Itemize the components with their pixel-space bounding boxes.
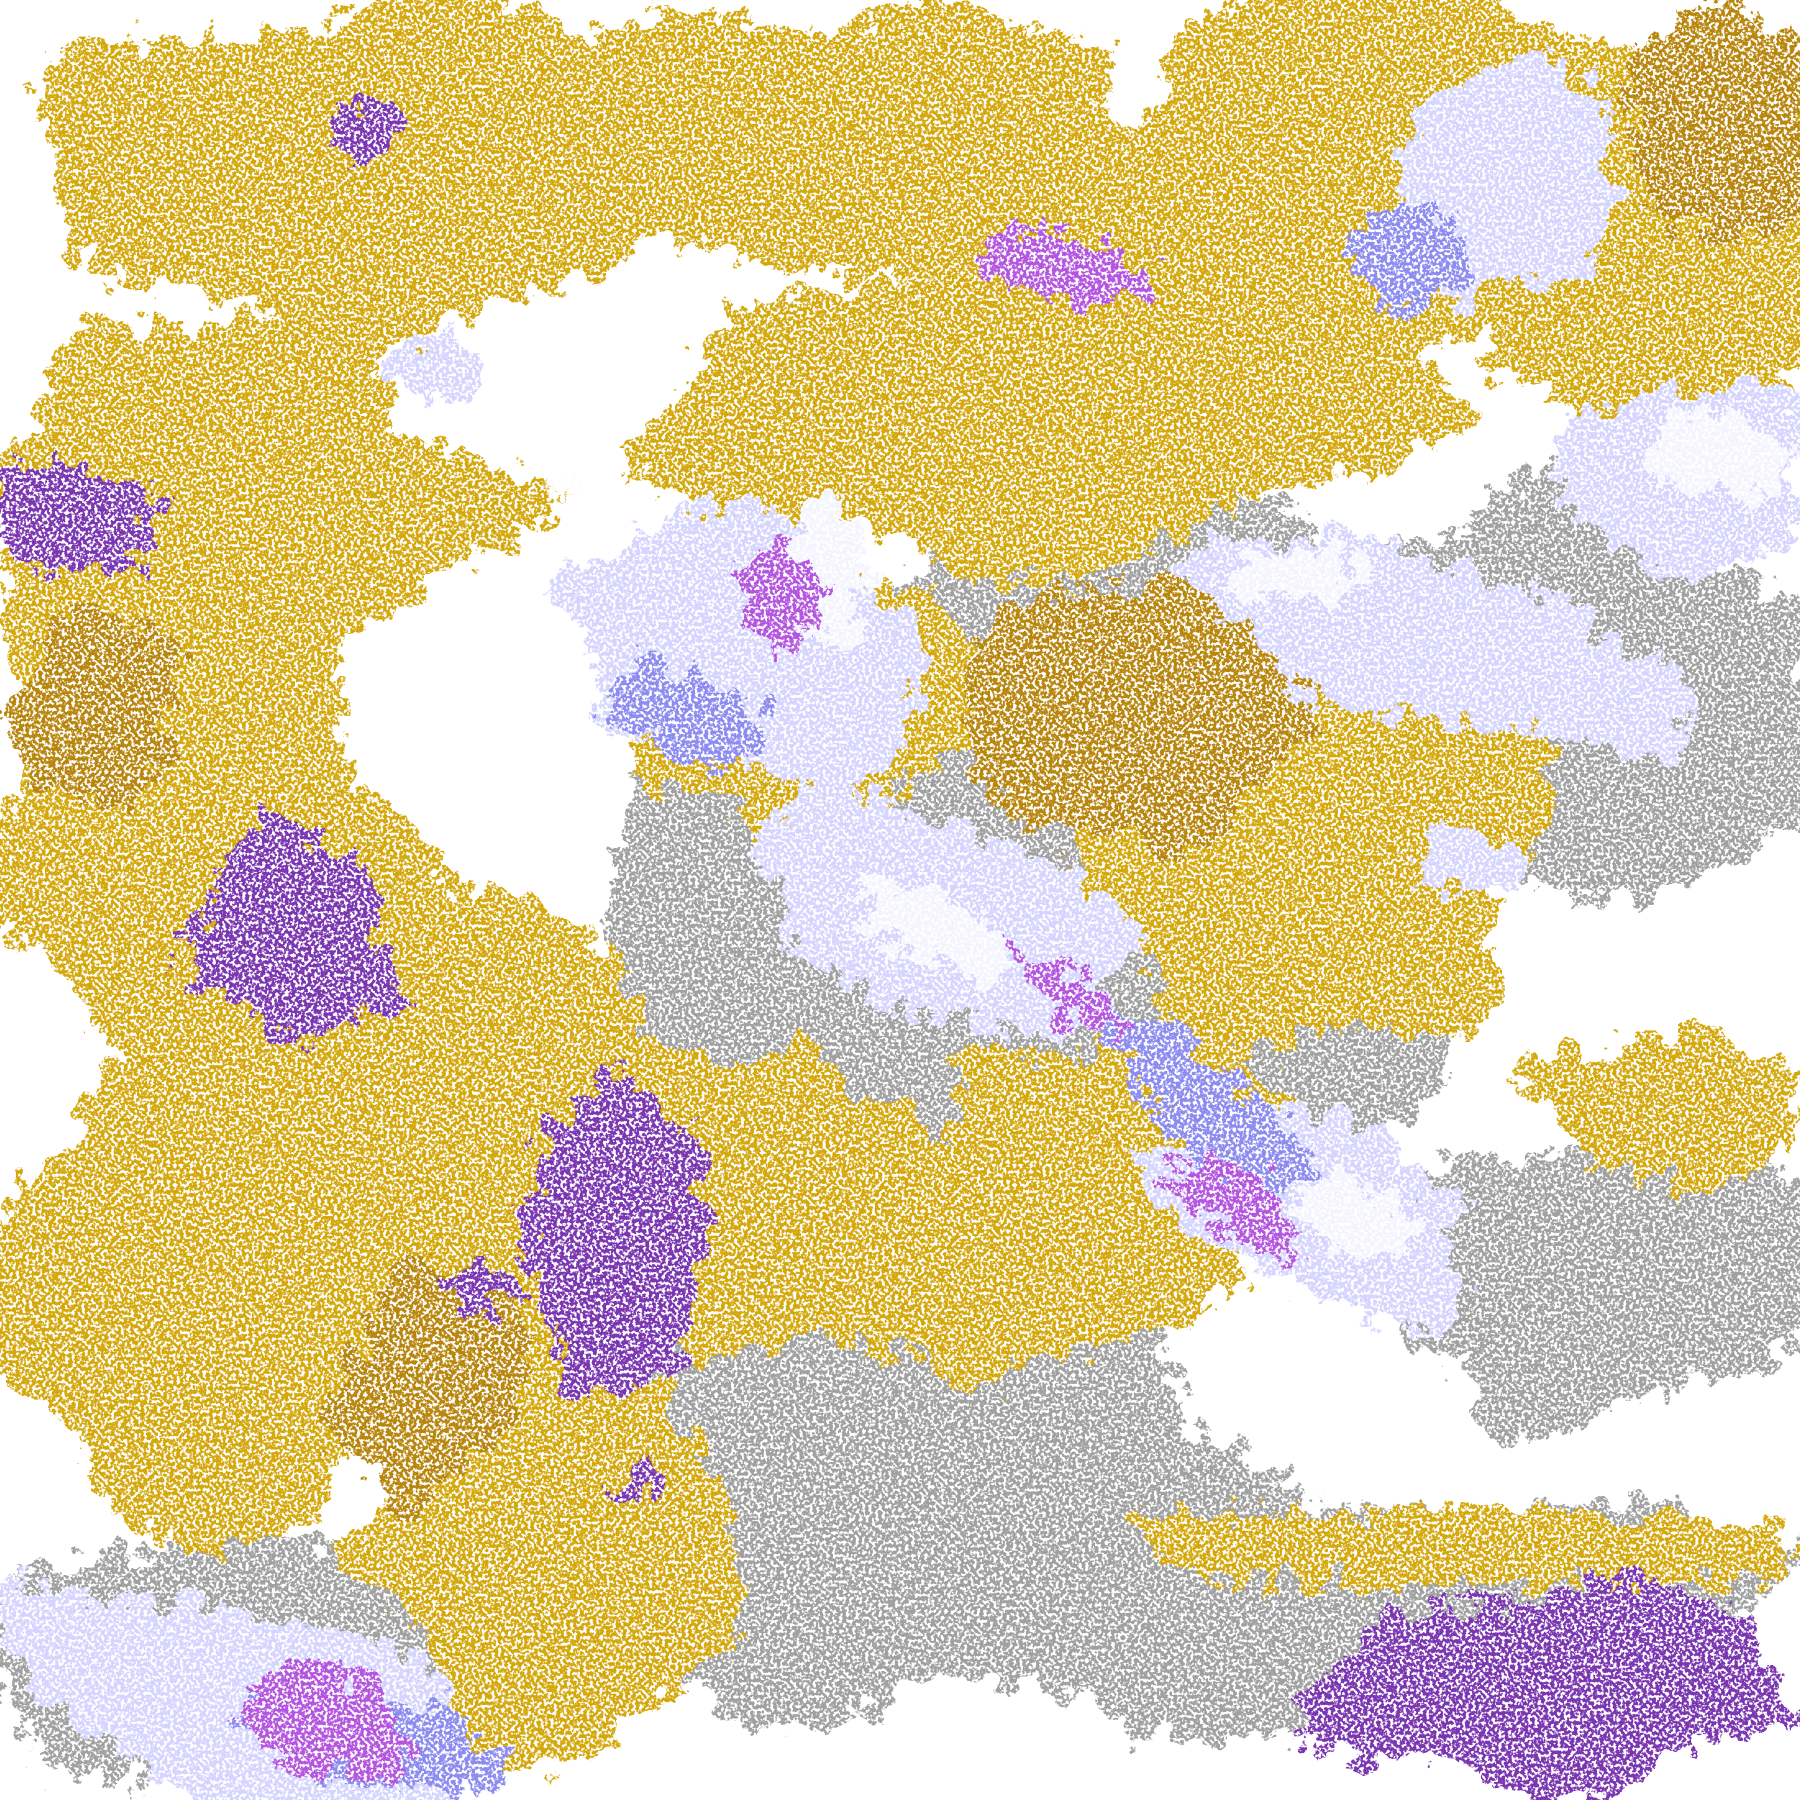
page: (() => { const NS = 'http://www.w3.org/2… <box>0 0 1800 1800</box>
speckle-texture <box>0 0 1800 1800</box>
speckle-overlay <box>0 0 1800 1800</box>
map-image <box>0 0 1800 1800</box>
